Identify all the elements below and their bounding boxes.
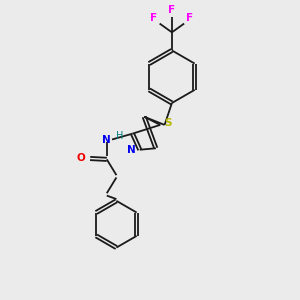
Text: S: S: [164, 118, 172, 128]
Text: O: O: [76, 154, 85, 164]
Text: F: F: [151, 13, 158, 23]
Text: N: N: [127, 145, 136, 155]
Text: N: N: [102, 134, 111, 145]
Text: F: F: [168, 5, 175, 15]
Text: H: H: [116, 131, 124, 141]
Text: F: F: [186, 13, 193, 23]
